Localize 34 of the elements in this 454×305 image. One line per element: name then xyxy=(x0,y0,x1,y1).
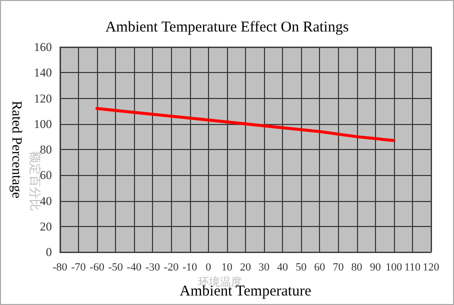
y-tick-label: 20 xyxy=(40,219,52,234)
x-tick-label: 10 xyxy=(221,262,233,274)
y-tick-label: 160 xyxy=(34,40,52,54)
x-tick-label: 30 xyxy=(258,262,270,274)
x-tick-label: -60 xyxy=(90,262,105,274)
x-tick-label: 40 xyxy=(277,262,289,274)
x-tick-label: 60 xyxy=(314,262,326,274)
x-tick-label: 0 xyxy=(206,262,212,274)
x-tick-label: 50 xyxy=(296,262,308,274)
x-tick-label: 20 xyxy=(240,262,252,274)
x-tick-label: 90 xyxy=(370,262,382,274)
y-tick-label: 0 xyxy=(46,245,52,259)
x-tick-label: 100 xyxy=(386,262,403,274)
y-tick-label: 140 xyxy=(34,66,52,80)
y-tick-label: 120 xyxy=(34,91,52,106)
y-tick-label: 60 xyxy=(40,168,52,182)
x-tick-label: 120 xyxy=(422,262,440,274)
y-tick-label: 100 xyxy=(34,116,52,131)
x-tick-label: -80 xyxy=(52,262,68,274)
x-tick-label: -50 xyxy=(108,262,124,274)
x-tick-label: 80 xyxy=(351,262,363,274)
text: 额定百分比 xyxy=(28,151,42,211)
x-tick-label: -30 xyxy=(145,262,160,274)
x-tick-label: 110 xyxy=(404,262,421,274)
x-tick-label: 70 xyxy=(332,262,344,274)
x-tick-label: -10 xyxy=(182,262,198,274)
chart-title: Ambient Temperature Effect On Ratings xyxy=(105,20,349,36)
x-tick-label: -70 xyxy=(71,262,86,274)
y-tick-label: 80 xyxy=(40,142,52,156)
x-tick-label: -20 xyxy=(164,262,180,274)
x-tick-label: -40 xyxy=(126,262,142,274)
y-axis-title: Rated Percentage xyxy=(8,100,24,198)
line-series xyxy=(96,107,396,142)
y-tick-label: 40 xyxy=(40,194,52,208)
